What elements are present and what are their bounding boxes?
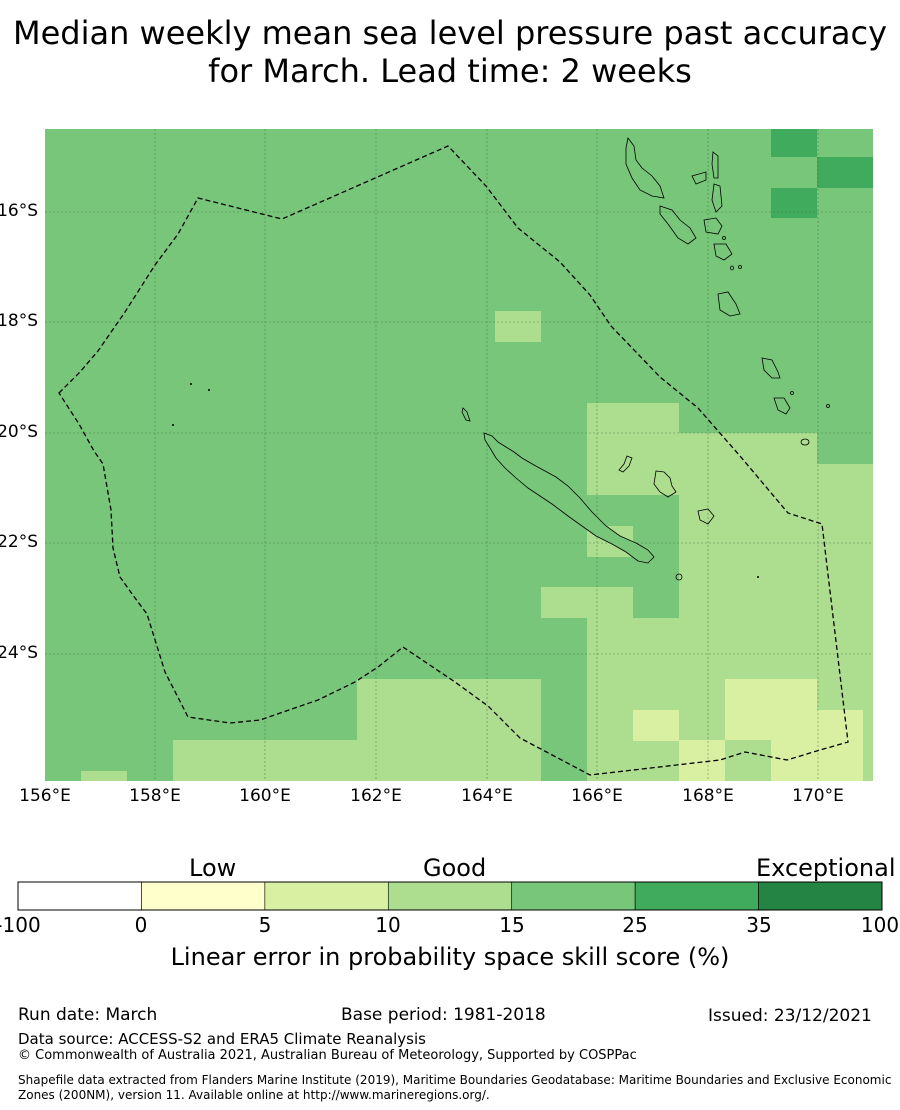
new-caledonia-island xyxy=(483,432,655,564)
colorbar-tick: 15 xyxy=(499,913,525,937)
issued-date: Issued: 23/12/2021 xyxy=(708,1006,872,1026)
map-area xyxy=(0,120,900,820)
lon-label-170e: 170°E xyxy=(792,786,844,806)
skill-map xyxy=(45,129,873,781)
colorbar-swatch xyxy=(634,881,759,911)
colorbar-tick: 10 xyxy=(375,913,401,937)
colorbar xyxy=(17,881,883,911)
low-skill-region xyxy=(633,679,863,781)
colorbar-category-low: Low xyxy=(189,854,237,882)
colorbar-category-good: Good xyxy=(423,854,487,882)
colorbar-category-exceptional: Exceptional xyxy=(756,854,896,882)
lon-label-160e: 160°E xyxy=(239,786,291,806)
lat-label-22s: 22°S xyxy=(0,532,38,552)
copyright: © Commonwealth of Australia 2021, Austra… xyxy=(18,1048,637,1063)
colorbar-tick: 25 xyxy=(622,913,648,937)
colorbar-swatch xyxy=(141,881,266,911)
data-source: Data source: ACCESS-S2 and ERA5 Climate … xyxy=(18,1030,426,1048)
lon-label-166e: 166°E xyxy=(571,786,623,806)
lat-label-16s: 16°S xyxy=(0,201,38,221)
lon-label-162e: 162°E xyxy=(350,786,402,806)
lon-label-158e: 158°E xyxy=(129,786,181,806)
colorbar-tick: 100 xyxy=(860,913,900,937)
map-title: Median weekly mean sea level pressure pa… xyxy=(12,14,888,90)
lon-label-156e: 156°E xyxy=(19,786,71,806)
lat-label-24s: 24°S xyxy=(0,643,38,663)
run-date: Run date: March xyxy=(18,1005,158,1025)
colorbar-swatch xyxy=(264,881,389,911)
colorbar-swatch xyxy=(387,881,513,911)
gridlines xyxy=(45,129,873,781)
colorbar-tick: 0 xyxy=(134,913,148,937)
lat-label-18s: 18°S xyxy=(0,311,38,331)
colorbar-swatch xyxy=(511,881,636,911)
colorbar-tick: 5 xyxy=(258,913,272,937)
vanuatu-islands xyxy=(625,137,830,446)
colorbar-swatch xyxy=(758,881,883,911)
eez-boundary xyxy=(58,145,849,776)
colorbar-swatch xyxy=(17,881,142,911)
shapefile-credit: Shapefile data extracted from Flanders M… xyxy=(18,1073,892,1102)
colorbar-tick: -100 xyxy=(0,913,41,937)
lon-label-164e: 164°E xyxy=(461,786,513,806)
lon-label-168e: 168°E xyxy=(682,786,734,806)
colorbar-label: Linear error in probability space skill … xyxy=(170,943,730,971)
high-skill-region xyxy=(771,129,873,218)
lat-label-20s: 20°S xyxy=(0,422,38,442)
colorbar-tick: 35 xyxy=(746,913,772,937)
base-period: Base period: 1981-2018 xyxy=(341,1005,546,1025)
